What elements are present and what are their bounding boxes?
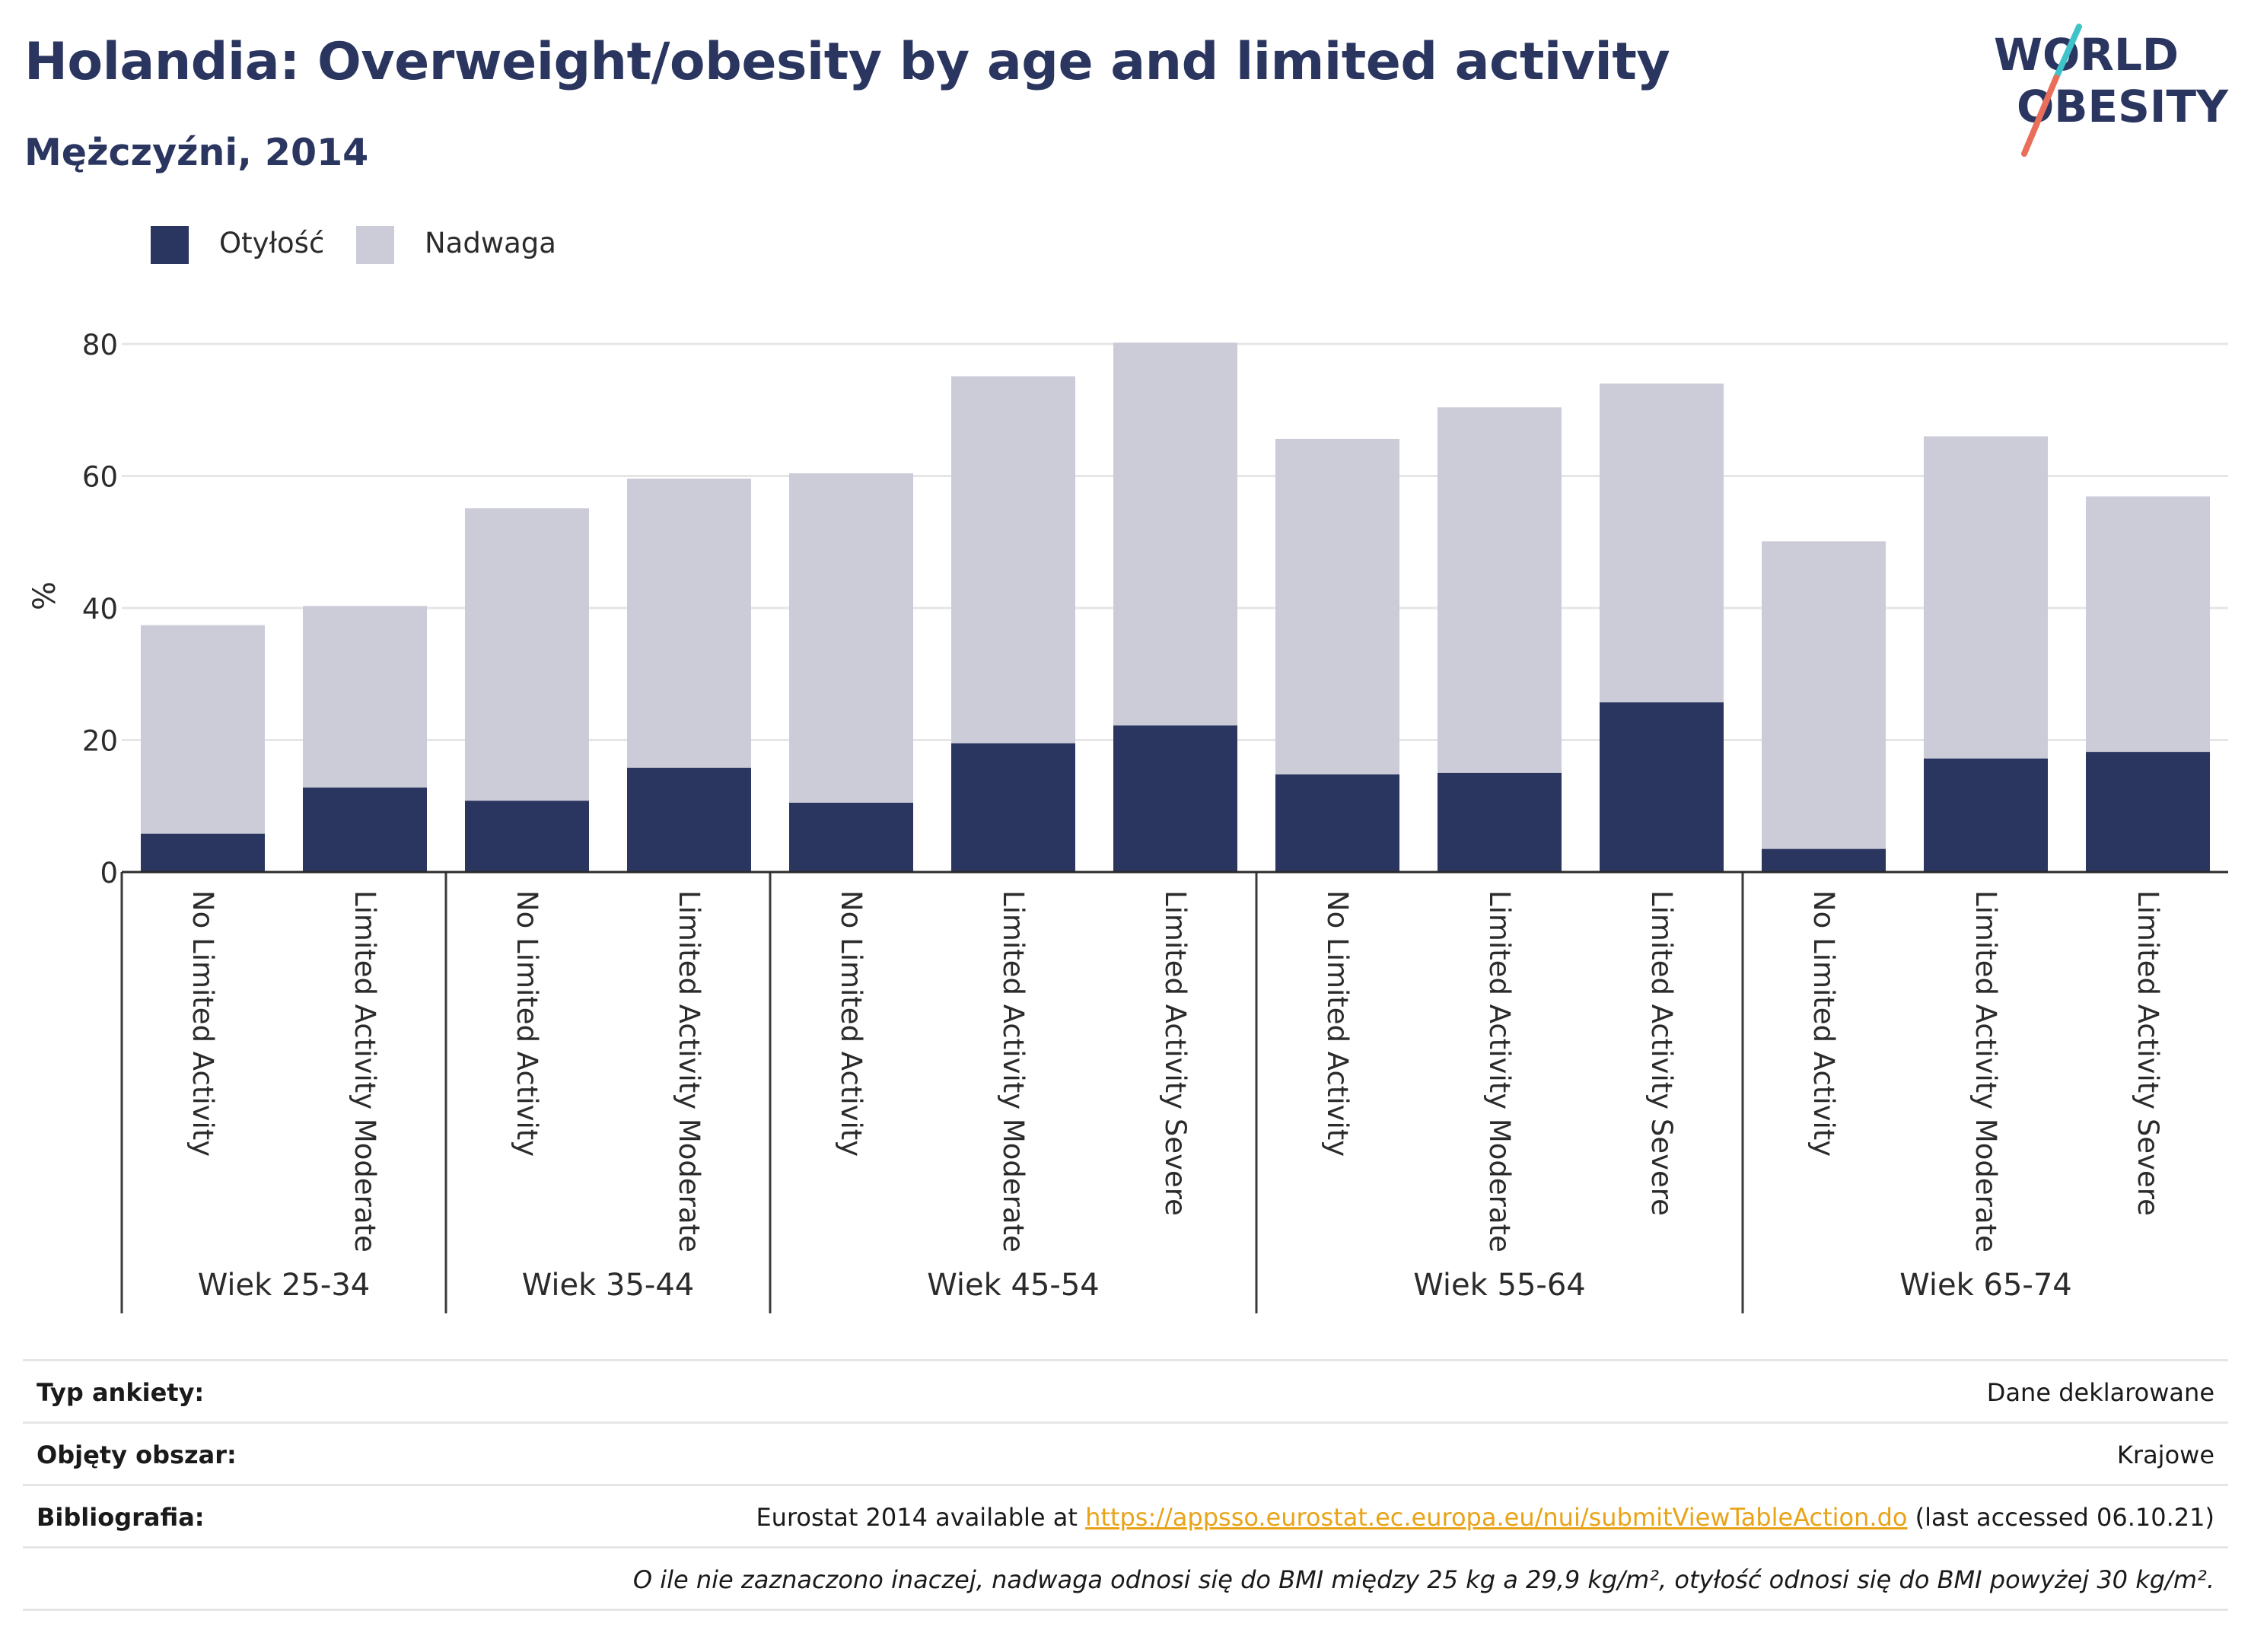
group-tick-label: Wiek 65-74	[1899, 1268, 2072, 1303]
bar-obesity	[141, 833, 265, 872]
category-tick-label: Limited Activity Severe	[2132, 890, 2164, 1216]
group-tick-label: Wiek 35-44	[522, 1268, 695, 1303]
bar-obesity	[1924, 758, 2048, 872]
metadata-key-bibliography: Bibliografia:	[37, 1503, 205, 1532]
metadata-row-bibliography: Bibliografia: Eurostat 2014 available at…	[23, 1484, 2228, 1549]
definition-note: O ile nie zaznaczono inaczej, nadwaga od…	[632, 1565, 2214, 1594]
bibliography-link[interactable]: https://appsso.eurostat.ec.europa.eu/nui…	[1085, 1503, 1908, 1532]
stacked-bar-chart: 0 20 40 60 80% No Limited Activity Limited Act…	[27, 329, 2228, 1313]
bar-overweight	[951, 376, 1075, 743]
chart-title: Holandia: Overweight/obesity by age and …	[24, 32, 1670, 92]
bar-obesity	[1438, 772, 1562, 872]
category-tick-label: No Limited Activity	[1807, 890, 1840, 1157]
group-tick-label: Wiek 45-54	[927, 1268, 1100, 1303]
bar-obesity	[2086, 752, 2210, 872]
legend-swatch-overweight	[356, 226, 394, 264]
legend-swatch-obesity	[151, 226, 189, 264]
bar-overweight	[789, 473, 913, 803]
metadata-value-bibliography: Eurostat 2014 available at https://appss…	[756, 1503, 2214, 1532]
category-tick-label: Limited Activity Severe	[1159, 890, 1192, 1216]
bar-obesity	[303, 787, 427, 872]
logo-slash-teal	[2053, 24, 2082, 81]
bar-overweight	[1113, 342, 1237, 726]
category-tick-label: No Limited Activity	[511, 890, 543, 1157]
legend-label-overweight: Nadwaga	[425, 227, 556, 259]
bar-overweight	[1438, 407, 1562, 773]
bar-obesity	[1113, 725, 1237, 872]
bar-obesity	[1600, 702, 1724, 872]
metadata-value-survey-type: Dane deklarowane	[1986, 1378, 2214, 1407]
y-axis-title: %	[27, 581, 62, 610]
bar-overweight	[465, 508, 589, 801]
category-tick-label: Limited Activity Severe	[1645, 890, 1678, 1216]
bar-obesity	[951, 743, 1075, 872]
world-obesity-logo: WORLD OBESITY	[1994, 24, 2229, 157]
y-tick-label: 20	[82, 725, 118, 758]
category-tick-label: Limited Activity Moderate	[1483, 890, 1516, 1253]
bar-obesity	[465, 801, 589, 872]
metadata-key-coverage: Objęty obszar:	[37, 1440, 237, 1469]
bar-obesity	[1275, 774, 1399, 872]
bar-obesity	[789, 802, 913, 872]
metadata-row-survey-type: Typ ankiety: Dane deklarowane	[23, 1359, 2228, 1424]
metadata-key-survey-type: Typ ankiety:	[37, 1378, 205, 1407]
bar-overweight	[1600, 384, 1724, 703]
category-tick-label: Limited Activity Moderate	[1969, 890, 2002, 1253]
category-tick-label: Limited Activity Moderate	[673, 890, 705, 1253]
category-tick-label: Limited Activity Moderate	[997, 890, 1030, 1253]
group-tick-label: Wiek 25-34	[198, 1268, 371, 1303]
bar-overweight	[303, 606, 427, 788]
metadata-bottom-rule	[23, 1609, 2228, 1611]
bar-overweight	[2086, 496, 2210, 753]
bar-obesity	[1762, 848, 1886, 872]
logo-word-world: WORLD	[1994, 29, 2179, 81]
bar-overweight	[1275, 438, 1399, 775]
group-tick-label: Wiek 55-64	[1413, 1268, 1586, 1303]
chart-subtitle: Mężczyźni, 2014	[24, 131, 369, 174]
bibliography-suffix: (last accessed 06.10.21)	[1907, 1503, 2214, 1532]
y-tick-label: 60	[82, 461, 118, 494]
category-tick-label: No Limited Activity	[835, 890, 868, 1157]
logo-slash-coral	[2021, 75, 2059, 157]
y-tick-label: 0	[100, 857, 118, 890]
category-tick-label: Limited Activity Moderate	[349, 890, 381, 1253]
bar-overweight	[1924, 436, 2048, 759]
bibliography-prefix: Eurostat 2014 available at	[756, 1503, 1086, 1532]
bar-overweight	[627, 478, 751, 768]
bar-overweight	[141, 625, 265, 834]
bar-obesity	[627, 767, 751, 872]
y-tick-label: 40	[82, 593, 118, 625]
bar-overweight	[1762, 541, 1886, 849]
category-tick-label: No Limited Activity	[186, 890, 219, 1157]
metadata-row-coverage: Objęty obszar: Krajowe	[23, 1421, 2228, 1486]
legend-label-obesity: Otyłość	[219, 227, 325, 259]
y-tick-label: 80	[82, 329, 118, 361]
category-tick-label: No Limited Activity	[1321, 890, 1354, 1157]
metadata-value-coverage: Krajowe	[2116, 1440, 2214, 1469]
metadata-row-note: O ile nie zaznaczono inaczej, nadwaga od…	[23, 1546, 2228, 1611]
